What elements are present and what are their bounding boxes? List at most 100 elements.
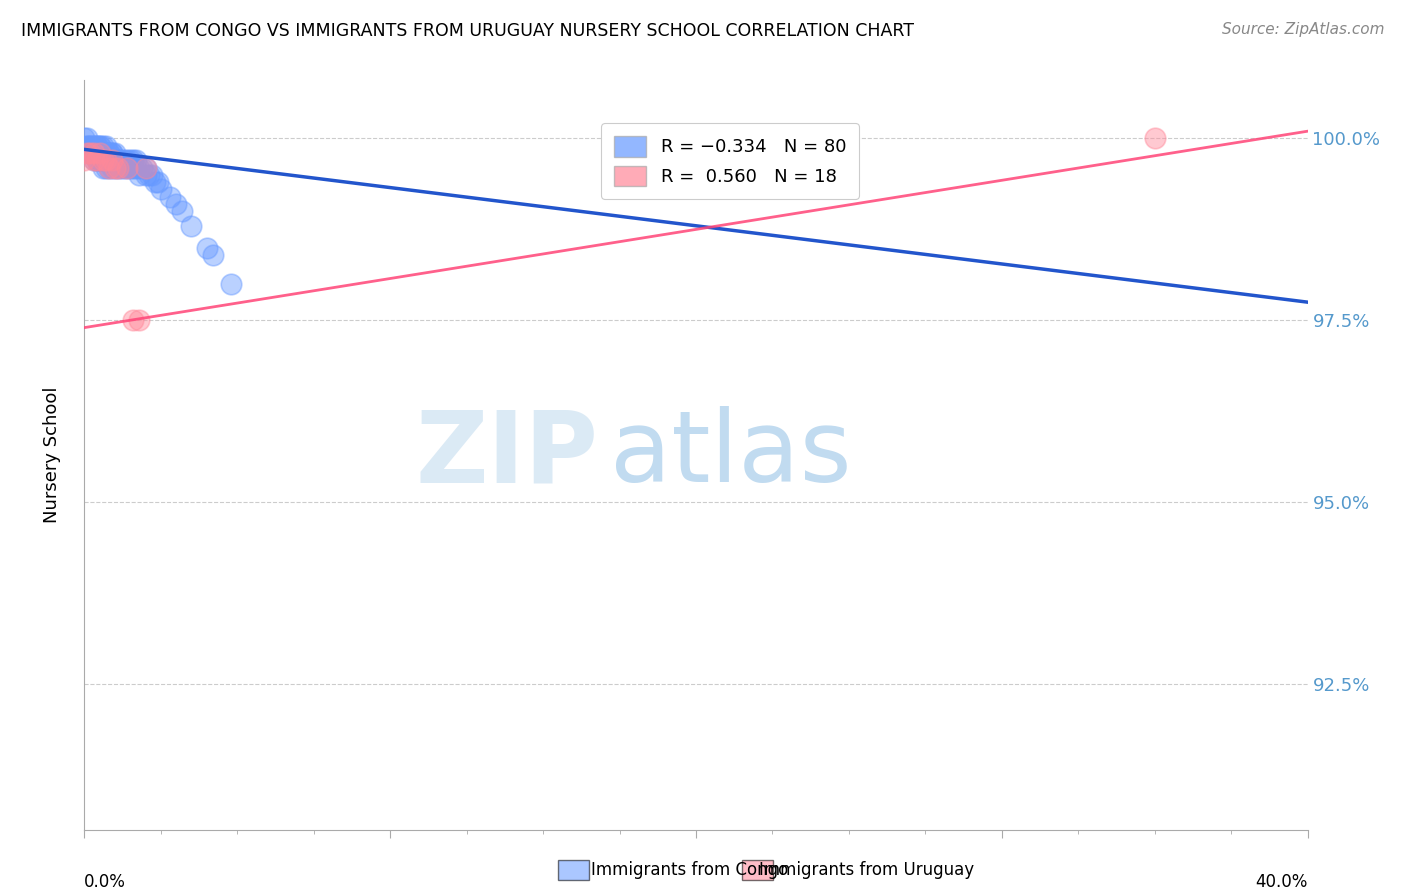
Point: [201, 248, 224, 262]
Point: [125, 153, 148, 168]
Point: [89, 146, 111, 161]
Point: [104, 161, 127, 175]
Point: [104, 146, 127, 161]
Point: [91, 138, 114, 153]
Point: [76, 138, 98, 153]
Point: [79, 138, 101, 153]
Point: [83, 146, 105, 161]
Text: Immigrants from Congo: Immigrants from Congo: [591, 861, 787, 879]
Point: [128, 161, 150, 175]
Point: [97, 153, 120, 168]
Point: [120, 153, 142, 168]
Y-axis label: Nursery School: Nursery School: [42, 386, 60, 524]
Point: [107, 161, 129, 175]
Point: [97, 153, 120, 168]
Point: [86, 153, 108, 168]
Point: [107, 153, 129, 168]
Point: [89, 138, 111, 153]
Point: [115, 161, 138, 175]
Point: [89, 138, 111, 153]
Point: [83, 153, 105, 168]
Point: [91, 146, 114, 161]
Point: [101, 153, 124, 168]
Point: [107, 161, 129, 175]
Point: [89, 146, 111, 161]
Text: atlas: atlas: [610, 407, 852, 503]
Point: [86, 146, 108, 161]
Point: [94, 153, 117, 168]
Point: [91, 161, 114, 175]
Point: [101, 146, 124, 161]
Point: [101, 146, 124, 161]
Text: Source: ZipAtlas.com: Source: ZipAtlas.com: [1222, 22, 1385, 37]
Point: [89, 153, 111, 168]
Point: [79, 146, 101, 161]
Point: [101, 153, 124, 168]
Point: [122, 161, 145, 175]
Point: [76, 131, 98, 145]
Point: [131, 161, 153, 175]
Point: [115, 153, 138, 168]
Point: [115, 161, 138, 175]
Point: [89, 146, 111, 161]
Text: Immigrants from Uruguay: Immigrants from Uruguay: [759, 861, 974, 879]
Point: [83, 146, 105, 161]
Text: IMMIGRANTS FROM CONGO VS IMMIGRANTS FROM URUGUAY NURSERY SCHOOL CORRELATION CHAR: IMMIGRANTS FROM CONGO VS IMMIGRANTS FROM…: [21, 22, 914, 40]
Point: [73, 131, 96, 145]
Point: [94, 138, 117, 153]
Point: [122, 153, 145, 168]
Point: [110, 153, 132, 168]
Point: [122, 313, 145, 327]
Point: [112, 153, 135, 168]
Point: [86, 153, 108, 168]
Legend: R = −0.334   N = 80, R =  0.560   N = 18: R = −0.334 N = 80, R = 0.560 N = 18: [600, 123, 859, 199]
Point: [101, 161, 124, 175]
Point: [159, 189, 181, 203]
Point: [83, 146, 105, 161]
Text: ZIP: ZIP: [415, 407, 598, 503]
Point: [195, 241, 218, 255]
Point: [172, 204, 194, 219]
Text: 0.0%: 0.0%: [84, 873, 127, 891]
Point: [120, 161, 142, 175]
Point: [79, 146, 101, 161]
Point: [97, 146, 120, 161]
Point: [86, 146, 108, 161]
Point: [86, 138, 108, 153]
Point: [180, 219, 202, 233]
Point: [149, 182, 172, 196]
Point: [110, 161, 132, 175]
Point: [138, 168, 160, 182]
Point: [94, 146, 117, 161]
Point: [76, 146, 98, 161]
Point: [128, 313, 150, 327]
Point: [86, 153, 108, 168]
Point: [79, 138, 101, 153]
Point: [141, 168, 163, 182]
Point: [91, 153, 114, 168]
Point: [73, 153, 96, 168]
Point: [219, 277, 242, 291]
Point: [83, 153, 105, 168]
Point: [91, 153, 114, 168]
Point: [79, 146, 101, 161]
Point: [97, 146, 120, 161]
Point: [165, 197, 187, 211]
Point: [135, 161, 157, 175]
Point: [1143, 131, 1166, 145]
Point: [107, 153, 129, 168]
Point: [94, 153, 117, 168]
Point: [146, 175, 169, 189]
Point: [97, 161, 120, 175]
Point: [86, 138, 108, 153]
Point: [135, 168, 157, 182]
Point: [125, 161, 148, 175]
Point: [104, 153, 127, 168]
Point: [104, 153, 127, 168]
Point: [89, 153, 111, 168]
Text: 40.0%: 40.0%: [1256, 873, 1308, 891]
Point: [104, 161, 127, 175]
Point: [135, 161, 157, 175]
Point: [91, 146, 114, 161]
Point: [94, 146, 117, 161]
